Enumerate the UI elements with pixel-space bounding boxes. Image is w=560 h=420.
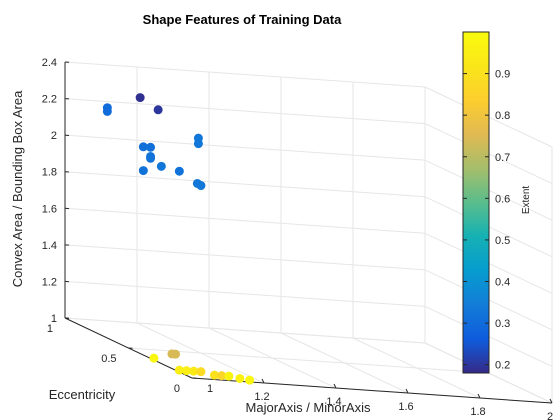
- colorbar-gradient: [462, 31, 490, 374]
- grid-line: [64, 61, 426, 88]
- grid-line: [128, 347, 489, 374]
- x-tick-label: 2: [547, 411, 553, 420]
- colorbar-tick-label: 0.3: [495, 318, 510, 330]
- x-tick-label: 1.8: [470, 406, 485, 418]
- x-axis-label: MajorAxis / MinorAxis: [246, 400, 371, 415]
- grid-line: [64, 244, 426, 271]
- data-point: [171, 349, 180, 359]
- x-tick-label: 1.2: [254, 391, 269, 403]
- data-point: [196, 181, 206, 191]
- colorbar-label: Extent: [521, 186, 532, 215]
- colorbar-tick-label: 0.5: [495, 235, 510, 247]
- colorbar-tick-label: 0.8: [495, 110, 510, 122]
- data-point: [146, 153, 156, 163]
- scatter-points: [102, 93, 255, 385]
- x-tick: [333, 383, 337, 389]
- z-tick-label: 1.4: [42, 240, 57, 252]
- grid-line: [64, 171, 426, 198]
- data-point: [235, 373, 245, 383]
- colorbar-tick-label: 0.9: [495, 69, 510, 81]
- colorbar-tick-label: 0.4: [495, 277, 510, 289]
- z-tick-label: 1.2: [42, 276, 57, 288]
- z-axis-label: Convex Area / Bounding Box Area: [10, 90, 25, 287]
- data-point: [224, 371, 234, 381]
- x-tick-label: 1.4: [326, 396, 341, 408]
- grid-line: [64, 280, 426, 307]
- z-tick-label: 1.8: [42, 167, 57, 179]
- colorbar-ticks: 0.2 0.3 0.4 0.5 0.6 0.7 0.8 0.9: [463, 69, 510, 372]
- grid-line: [64, 207, 426, 234]
- colorbar: 0.2 0.3 0.4 0.5 0.6 0.7 0.8 0.9: [462, 31, 510, 374]
- data-point: [196, 367, 206, 377]
- data-point: [174, 166, 184, 176]
- data-point: [193, 139, 203, 149]
- z-tick-label: 2.2: [42, 94, 57, 106]
- data-point: [146, 142, 156, 152]
- z-tick-label: 1: [51, 313, 57, 325]
- tick-labels: 1 1.2 1.4 1.6 1.8 2 2.2 2.4 0 0.5 1 1.2 1.4 1.6 1.8 2 1: [42, 57, 553, 420]
- y-tick-label: 0: [174, 383, 180, 395]
- x-tick: [549, 398, 553, 404]
- data-point: [138, 166, 148, 176]
- data-point: [245, 375, 255, 385]
- x-tick: [405, 388, 409, 394]
- grid-line: [64, 134, 426, 161]
- data-point: [156, 161, 166, 171]
- y-tick-label: 0.5: [101, 353, 116, 365]
- x-tick-label: 1.6: [398, 401, 413, 413]
- data-point: [153, 105, 163, 115]
- chart-title: Shape Features of Training Data: [143, 12, 342, 27]
- colorbar-tick-label: 0.2: [495, 360, 510, 372]
- axes-box: [64, 61, 553, 404]
- z-tick-label: 1.6: [42, 203, 57, 215]
- colorbar-tick-label: 0.7: [495, 152, 510, 164]
- grid-line: [64, 317, 426, 344]
- grid-line: [64, 98, 426, 125]
- data-point: [135, 93, 145, 103]
- colorbar-tick-label: 0.6: [495, 193, 510, 205]
- x-tick: [477, 393, 481, 399]
- z-tick-label: 2: [51, 130, 57, 142]
- z-tick-label: 2.4: [42, 57, 57, 69]
- y-axis-label: Eccentricity: [49, 387, 116, 402]
- data-point: [102, 106, 112, 116]
- y-tick-label: 1: [47, 323, 53, 335]
- x-tick: [261, 378, 265, 384]
- x-tick-label: 1: [207, 383, 213, 395]
- data-point: [149, 353, 159, 363]
